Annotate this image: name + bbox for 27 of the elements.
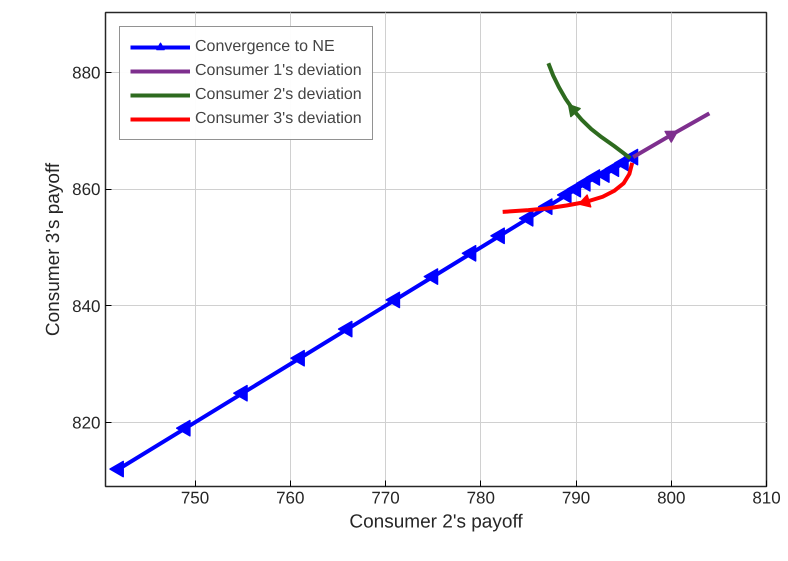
point xyxy=(290,350,305,367)
x-tick-label: 790 xyxy=(562,488,590,508)
y-tick-label: 880 xyxy=(72,64,101,83)
legend-label: Consumer 3's deviation xyxy=(195,110,362,128)
x-tick-label: 750 xyxy=(180,488,210,508)
point xyxy=(109,460,124,478)
x-tick-label: 770 xyxy=(371,488,400,508)
x-tick-label: 810 xyxy=(752,488,781,508)
point xyxy=(490,227,505,244)
x-axis-title: Consumer 2's payoff xyxy=(349,512,524,532)
point xyxy=(385,291,400,308)
point xyxy=(462,244,476,262)
legend-label: Convergence to NE xyxy=(195,38,335,56)
y-tick-label: 840 xyxy=(72,296,101,316)
x-tick-label: 760 xyxy=(276,488,304,508)
point xyxy=(518,210,534,227)
legend-label: Consumer 2's deviation xyxy=(195,86,362,104)
y-tick-label: 860 xyxy=(72,180,101,200)
x-tick-label: 800 xyxy=(657,488,686,508)
x-tick-label: 780 xyxy=(466,488,495,508)
y-tick-label: 820 xyxy=(72,413,101,432)
y-axis-title: Consumer 3's payoff xyxy=(43,162,64,336)
point xyxy=(176,420,191,437)
point xyxy=(423,268,438,286)
legend-label: Consumer 1's deviation xyxy=(195,62,362,80)
point xyxy=(232,384,248,402)
point xyxy=(338,320,353,338)
